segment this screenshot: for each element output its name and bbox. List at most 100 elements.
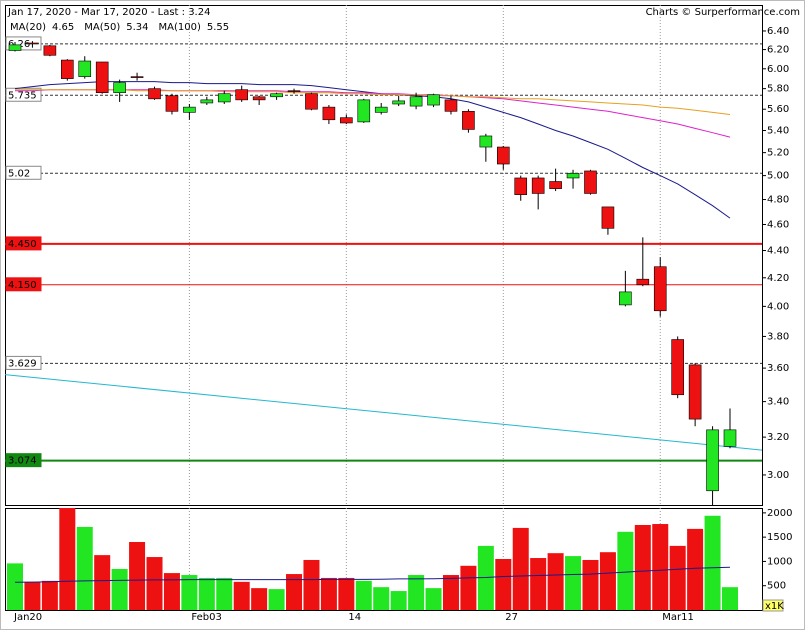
level-box	[5, 355, 42, 370]
volume-bar	[599, 552, 616, 610]
volume-bar	[111, 568, 128, 610]
credit: Charts © Surperformance.com	[646, 7, 800, 18]
legend-name: MA(100)	[159, 22, 201, 33]
level-box	[5, 87, 42, 102]
legend-name: MA(50)	[84, 22, 120, 33]
unit-box	[762, 599, 784, 612]
y-tick-label: 5.80	[767, 84, 789, 95]
chart-title: Jan 17, 2020 - Mar 17, 2020 - Last : 3.2…	[7, 7, 210, 18]
candle-body	[496, 146, 510, 165]
volume-bar	[652, 524, 669, 610]
volume-bar	[408, 575, 425, 610]
y-tick-label: 5.20	[767, 148, 789, 159]
x-tick-label: 27	[505, 612, 518, 623]
volume-bar	[582, 559, 599, 610]
legend-name: MA(20)	[10, 22, 46, 33]
price-panel	[5, 5, 763, 506]
volume-bar	[495, 559, 512, 610]
volume-bar	[24, 581, 41, 610]
volume-bar	[181, 575, 198, 610]
candle-body	[130, 76, 144, 78]
volume-ma-line	[14, 566, 731, 583]
volume-bar	[233, 581, 250, 610]
candle-body	[95, 61, 109, 94]
candle-body	[584, 170, 597, 194]
candle-body	[671, 339, 684, 396]
x-tick-label: Feb03	[191, 612, 221, 623]
volume-bar	[59, 508, 76, 610]
candle-body	[444, 99, 458, 112]
y-tick-label: 4.40	[767, 246, 789, 257]
candle-body	[235, 89, 249, 101]
candle-body	[217, 93, 231, 103]
volume-bar	[286, 574, 303, 610]
ma-line	[15, 89, 731, 138]
x-tick-label: Mar11	[662, 612, 694, 623]
volume-bar	[320, 577, 337, 610]
volume-bar	[216, 577, 233, 610]
volume-bar	[634, 525, 651, 610]
level-box	[5, 236, 42, 251]
candle-body	[688, 364, 702, 420]
candle-body	[148, 88, 161, 100]
candle-body	[601, 206, 615, 229]
y-tick-label: 5.00	[767, 171, 789, 182]
y-tick-label: 5.60	[767, 104, 789, 115]
y-tick-label: 3.20	[767, 432, 789, 443]
volume-unit: x1K	[765, 601, 784, 612]
volume-bar	[303, 559, 320, 610]
candle-body	[636, 278, 650, 286]
y-tick-label: 2000	[767, 508, 792, 519]
candle-body	[409, 96, 423, 107]
y-tick-label: 5.40	[767, 126, 789, 137]
y-tick-label: 3.40	[767, 397, 789, 408]
trendline	[4, 374, 763, 451]
y-tick-label: 4.80	[767, 195, 789, 206]
volume-bar	[704, 515, 721, 610]
y-tick-label: 6.40	[767, 26, 789, 37]
volume-bar	[76, 526, 93, 610]
y-tick-label: 500	[767, 581, 786, 592]
volume-bar	[390, 591, 407, 610]
volume-bar	[355, 580, 372, 610]
candle-body	[706, 429, 719, 492]
candle-body	[462, 111, 475, 130]
volume-bar	[198, 577, 215, 610]
level-box	[5, 165, 42, 180]
y-tick-label: 3.60	[767, 363, 789, 374]
level-box	[5, 453, 42, 468]
candle-body	[514, 177, 528, 195]
candle-body	[549, 181, 562, 189]
candle-body	[61, 59, 74, 79]
candle-body	[322, 106, 336, 121]
candle-body	[479, 135, 493, 148]
y-tick-label: 1000	[767, 556, 792, 567]
candle-body	[78, 60, 92, 77]
candle-body	[340, 117, 353, 124]
candle-body	[26, 42, 39, 45]
volume-bar	[7, 563, 23, 610]
level-label: 5.02	[8, 168, 30, 179]
level-label: 6.26	[8, 39, 30, 50]
volume-bar	[547, 553, 564, 610]
volume-bar	[163, 573, 180, 610]
volume-bar	[268, 589, 285, 610]
legend-value: 4.65	[52, 22, 74, 33]
legend-value: 5.55	[207, 22, 229, 33]
y-tick-label: 1500	[767, 532, 792, 543]
y-tick-label: 6.00	[767, 64, 789, 75]
candle-body	[531, 177, 545, 194]
volume-bar	[251, 588, 268, 610]
candle-body	[357, 99, 371, 123]
level-label: 4.150	[8, 280, 37, 291]
volume-bar	[722, 587, 738, 610]
level-label: 4.450	[8, 239, 37, 250]
candle-body	[113, 82, 126, 94]
candle-body	[252, 96, 266, 101]
candle-body	[392, 100, 405, 105]
volume-bar	[338, 577, 355, 610]
candle-body	[200, 99, 214, 104]
level-label: 5.735	[8, 90, 37, 101]
